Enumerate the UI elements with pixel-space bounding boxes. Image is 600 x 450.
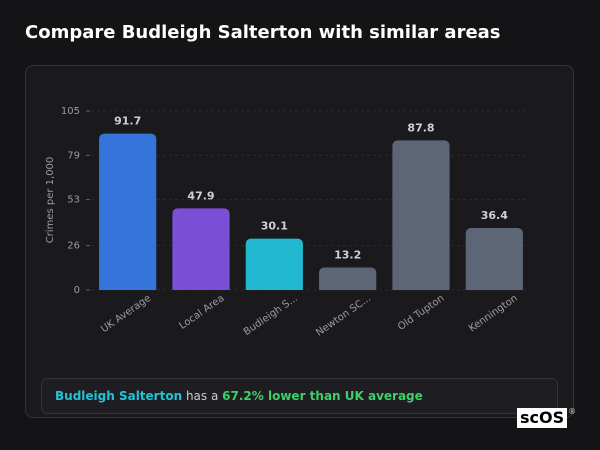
- value-label: 36.4: [481, 209, 508, 222]
- bar: [465, 227, 523, 290]
- bar: [245, 238, 303, 290]
- y-tick-label: 0: [74, 285, 80, 296]
- summary-comparison: 67.2% lower than UK average: [222, 389, 423, 403]
- summary-connector: has a: [185, 389, 219, 403]
- summary: Budleigh Salterton has a 67.2% lower tha…: [41, 378, 558, 414]
- logo: scOS ®: [517, 407, 576, 428]
- value-label: 91.7: [114, 115, 141, 128]
- value-label: 87.8: [407, 121, 434, 134]
- y-tick-label: 105: [61, 106, 80, 117]
- bar: [99, 133, 157, 290]
- y-tick-label: 79: [67, 150, 80, 161]
- y-tick-label: 26: [67, 241, 80, 252]
- logo-mark: ®: [568, 407, 577, 416]
- page-title: Compare Budleigh Salterton with similar …: [25, 22, 501, 43]
- bar: [319, 267, 377, 290]
- value-label: 30.1: [261, 220, 288, 233]
- x-tick-label: Newton SC...: [314, 293, 373, 339]
- summary-area: Budleigh Salterton: [55, 389, 183, 403]
- bar: [172, 208, 230, 290]
- y-axis-title: Crimes per 1,000: [45, 157, 56, 244]
- value-label: 13.2: [334, 248, 361, 261]
- x-tick-label: Kennington: [467, 293, 520, 335]
- x-tick-label: Local Area: [177, 293, 226, 332]
- y-tick-label: 53: [67, 195, 80, 206]
- x-tick-label: Budleigh S...: [242, 293, 300, 338]
- x-tick-label: Old Tupton: [396, 293, 446, 333]
- logo-text: scOS: [520, 408, 565, 427]
- x-tick-label: UK Average: [99, 293, 153, 335]
- value-label: 47.9: [187, 189, 214, 202]
- bar: [392, 140, 450, 290]
